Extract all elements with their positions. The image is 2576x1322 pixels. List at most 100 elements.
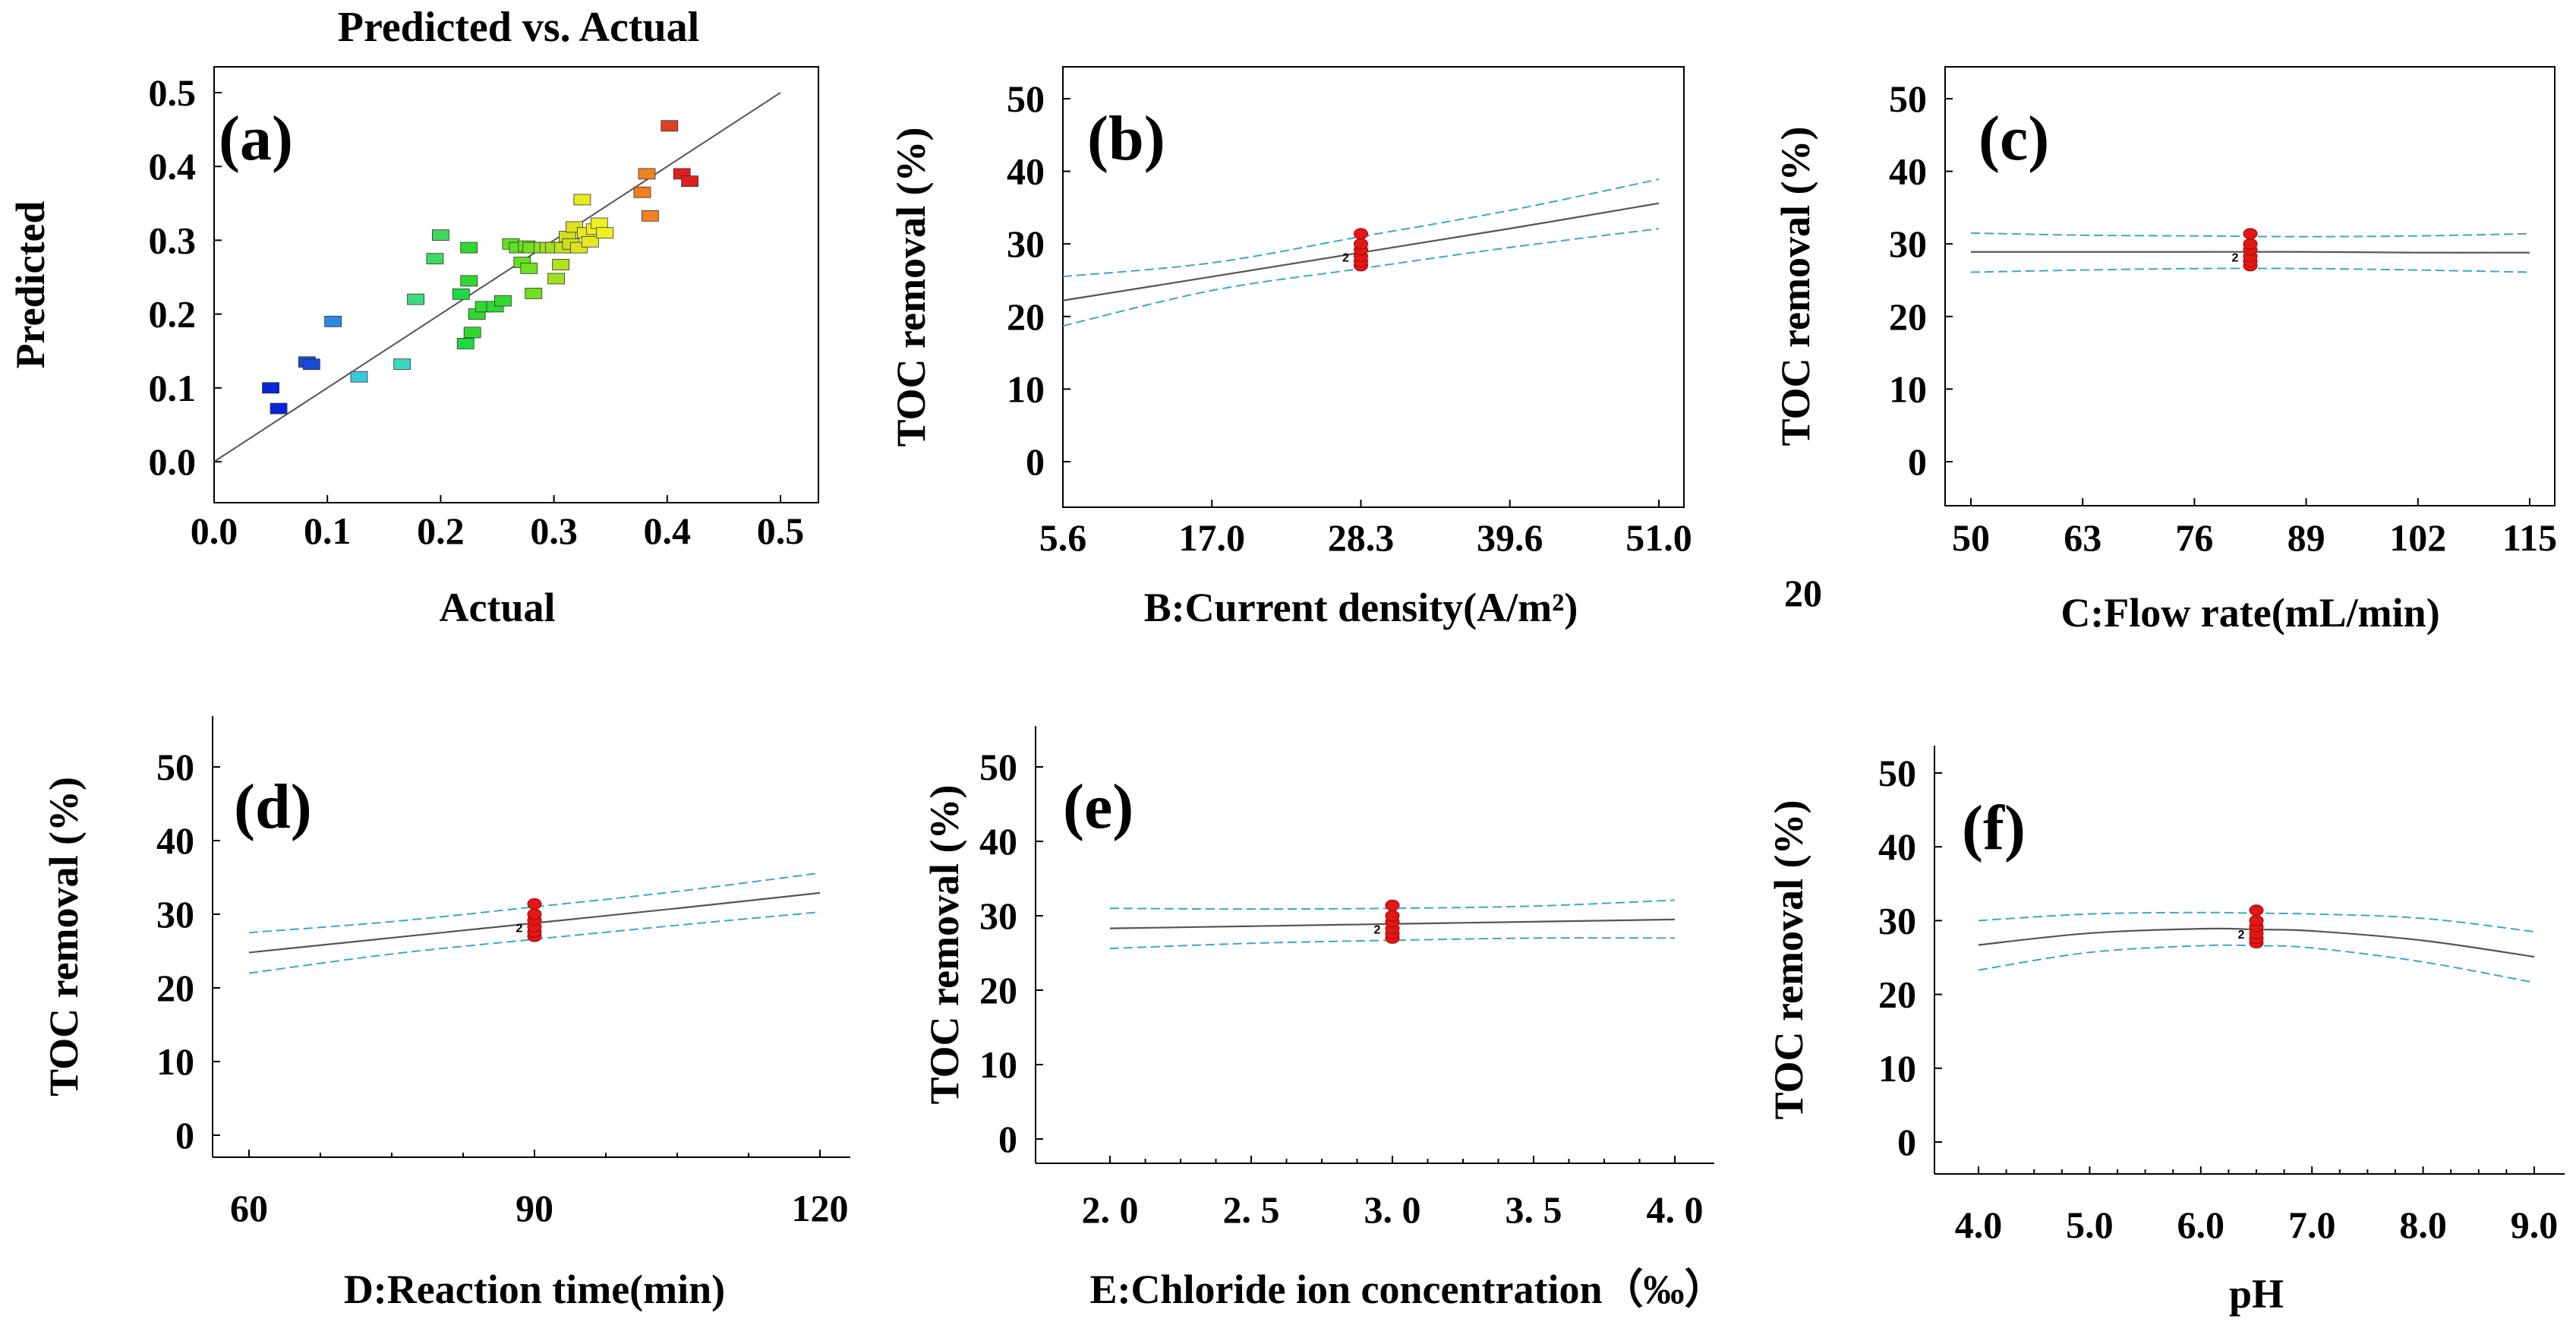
x-tick-label: 2. 0 [1082, 1188, 1139, 1231]
design-point [1354, 238, 1368, 250]
data-point [661, 120, 679, 132]
x-tick-label: 6.0 [2177, 1204, 2225, 1246]
panel-label: (b) [1087, 103, 1165, 174]
y-tick-label: 0 [1026, 440, 1045, 483]
y-tick-label: 10 [1889, 368, 1927, 410]
y-tick-label: 50 [156, 746, 194, 788]
data-point [452, 288, 470, 300]
x-tick-label: 115 [2502, 516, 2557, 559]
data-point [596, 227, 614, 239]
lower-ci-line [1978, 944, 2535, 984]
data-point [302, 358, 320, 371]
x-tick-label: 50 [1952, 516, 1990, 559]
y-tick-label: 40 [1889, 150, 1927, 193]
data-point [547, 273, 565, 285]
stray-label: 20 [1784, 572, 1822, 614]
x-tick-label: 28.3 [1328, 516, 1395, 559]
data-point [426, 253, 444, 265]
design-point [527, 898, 542, 910]
design-point-count: 2 [2232, 251, 2239, 264]
y-tick-label: 50 [1007, 77, 1045, 120]
design-point-count: 2 [2238, 929, 2245, 942]
y-tick-label: 20 [1007, 295, 1045, 338]
y-tick-label: 0 [1897, 1121, 1916, 1163]
x-tick-label: 4.0 [1955, 1204, 2003, 1246]
y-axis-title: TOC removal (%) [1773, 127, 1818, 446]
panel-d: 60 90 120 0 10 20 30 40 50 D:Reaction time(min) TO… [41, 716, 850, 1312]
data-point [581, 235, 599, 248]
data-point [460, 275, 478, 287]
x-tick-label: 5.6 [1039, 516, 1087, 559]
y-tick-label: 0.4 [149, 145, 197, 188]
design-point [2249, 904, 2264, 917]
design-point [1385, 899, 1400, 911]
y-tick-label: 30 [156, 893, 194, 935]
x-tick-label: 5.0 [2066, 1204, 2114, 1246]
data-point [460, 241, 478, 254]
x-tick-label: 0.1 [304, 510, 352, 552]
x-tick-label: 120 [792, 1187, 849, 1229]
data-point [324, 315, 342, 327]
panel-b: 5.6 17.0 28.3 39.6 51.0 0 10 20 30 40 50 B:Current … [888, 66, 1692, 630]
panel-c: 50 63 76 89 102 115 0 10 20 30 40 50 C:Flow rate(mL/… [1773, 66, 2557, 636]
chart-title: Predicted vs. Actual [338, 4, 699, 51]
x-axis-title: B:Current density(A/m²) [1144, 585, 1578, 630]
data-point [463, 327, 481, 339]
y-tick-label: 0 [175, 1114, 194, 1156]
y-tick-label: 10 [1007, 368, 1045, 410]
data-point [494, 295, 512, 307]
design-point [1385, 910, 1400, 922]
y-axis-title: TOC removal (%) [888, 128, 934, 447]
y-axis-title: TOC removal (%) [1766, 800, 1811, 1120]
y-tick-label: 40 [1878, 825, 1916, 868]
x-tick-label: 0.5 [757, 510, 805, 552]
x-tick-label: 60 [230, 1187, 268, 1229]
x-tick-label: 4. 0 [1647, 1188, 1704, 1231]
y-tick-label: 0.0 [149, 440, 197, 483]
y-tick-label: 0.2 [149, 293, 197, 336]
data-point [552, 259, 569, 270]
data-point [393, 358, 411, 371]
panel-label: (a) [219, 103, 293, 174]
data-point [681, 175, 699, 188]
x-axis-title: D:Reaction time(min) [344, 1267, 725, 1312]
x-axis-title: pH [2229, 1271, 2284, 1317]
x-tick-label: 8.0 [2399, 1204, 2447, 1246]
x-tick-label: 102 [2389, 516, 2446, 559]
y-tick-label: 30 [1889, 222, 1927, 265]
x-tick-label: 3. 0 [1364, 1188, 1421, 1231]
y-tick-label: 0.3 [149, 219, 197, 261]
x-tick-label: 39.6 [1477, 516, 1543, 559]
y-tick-label: 20 [156, 967, 194, 1009]
data-point [633, 186, 651, 198]
design-point-count: 2 [516, 922, 523, 935]
panel-label: (d) [234, 771, 312, 842]
x-tick-label: 0.4 [644, 510, 692, 552]
x-tick-label: 0.3 [530, 510, 578, 552]
x-tick-label: 90 [516, 1187, 553, 1229]
panel-f: 4.0 5.0 6.0 7.0 8.0 9.0 0 10 20 30 40 50 pH TOC remov… [1766, 746, 2565, 1317]
y-tick-label: 20 [1889, 295, 1927, 338]
y-tick-label: 10 [156, 1040, 194, 1083]
y-tick-label: 10 [1878, 1047, 1916, 1090]
y-tick-label: 40 [1007, 150, 1045, 193]
x-axis-title: E:Chloride ion concentration（‰） [1090, 1267, 1726, 1312]
y-tick-label: 0 [998, 1118, 1017, 1160]
plot-frame [1062, 66, 1685, 508]
x-tick-label: 17.0 [1179, 516, 1246, 559]
y-tick-label: 0.5 [149, 71, 197, 114]
x-tick-label: 2. 5 [1223, 1188, 1280, 1231]
design-point-count: 2 [1342, 251, 1349, 264]
data-point [573, 194, 591, 206]
design-point [2249, 914, 2264, 926]
data-point [642, 210, 659, 222]
panel-label: (f) [1962, 793, 2026, 863]
panel-label: (c) [1979, 103, 2049, 174]
data-point [407, 293, 424, 305]
y-tick-label: 50 [1878, 752, 1916, 794]
design-point [1354, 228, 1368, 240]
y-axis-title: Predicted [8, 201, 53, 369]
y-tick-label: 50 [1889, 77, 1927, 120]
data-point [525, 287, 543, 299]
